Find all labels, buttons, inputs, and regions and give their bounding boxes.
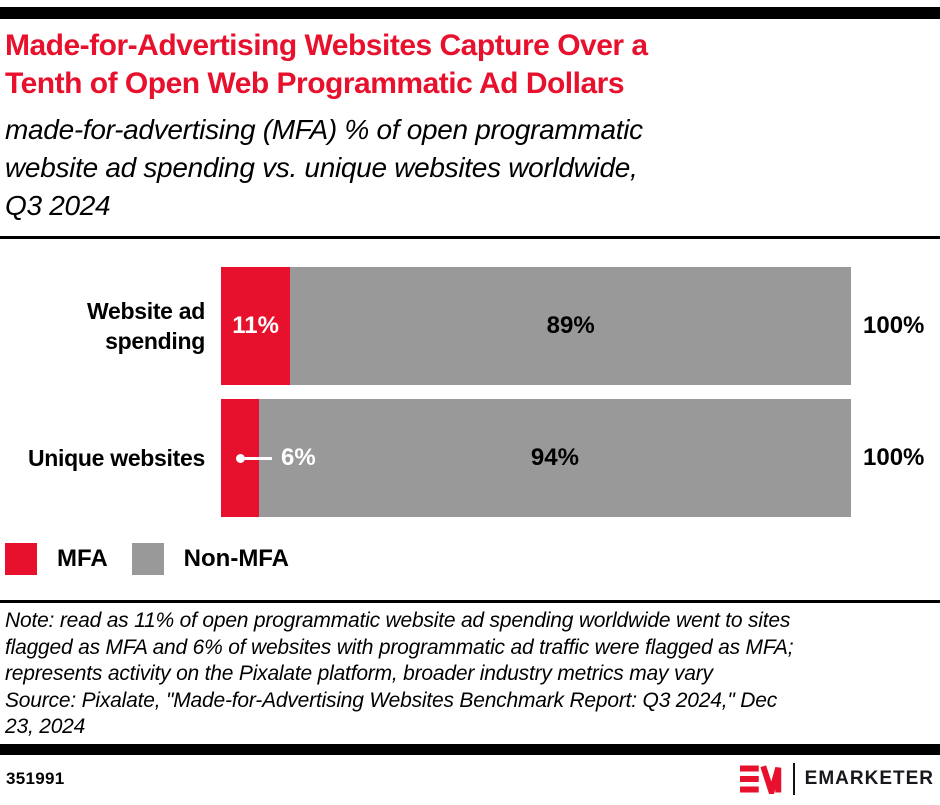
chart-subtitle-line: made-for-advertising (MFA) % of open pro… <box>5 114 643 145</box>
header-divider <box>0 236 940 239</box>
emarketer-brandmark: EMARKETER <box>739 762 934 795</box>
legend-item-nonmfa: Non-MFA <box>131 543 289 575</box>
bottom-rule-bar <box>0 743 940 755</box>
stacked-bar-chart: Website ad spending 11% 89% 100% Unique … <box>0 267 940 517</box>
bar-segment-mfa: 11% <box>221 267 291 385</box>
row-label: Website ad spending <box>0 267 205 385</box>
chart-title-line: Made-for-Advertising Websites Capture Ov… <box>5 29 648 62</box>
legend-swatch-mfa <box>5 543 37 575</box>
bar-segment-nonmfa: 94% <box>258 399 851 517</box>
chart-id: 351991 <box>6 768 65 788</box>
note-divider <box>0 600 940 603</box>
bar-segment-nonmfa: 89% <box>290 267 851 385</box>
footnote-line: Source: Pixalate, "Made-for-Advertising … <box>5 688 777 712</box>
chart-subtitle-line: website ad spending vs. unique websites … <box>5 152 638 183</box>
footnote-line: represents activity on the Pixalate plat… <box>5 662 713 685</box>
segment-value-label: 11% <box>232 312 279 339</box>
logo-divider <box>792 762 795 795</box>
footnote-line: 23, 2024 <box>5 715 86 738</box>
callout-line <box>245 456 272 460</box>
legend: MFA Non-MFA <box>5 543 940 575</box>
emarketer-logo-icon <box>739 764 781 794</box>
chart-title-line: Tenth of Open Web Programmatic Ad Dollar… <box>5 67 625 100</box>
footnote-line: flagged as MFA and 6% of websites with p… <box>5 635 794 659</box>
row-total-label: 100% <box>863 444 925 471</box>
row-total-label: 100% <box>863 312 925 339</box>
top-rule-bar <box>0 7 940 19</box>
chart-subtitle: made-for-advertising (MFA) % of open pro… <box>5 111 935 225</box>
callout-dot-icon <box>236 453 245 463</box>
segment-value-label: 6% <box>281 444 316 471</box>
footnote-line: Note: read as 11% of open programmatic w… <box>5 609 791 632</box>
bar-track: 11% 89% <box>221 267 851 385</box>
row-label: Unique websites <box>0 399 205 517</box>
footer: 351991 EMARKETER <box>0 762 940 795</box>
bar-track: 94% 6% <box>221 399 851 517</box>
legend-label: Non-MFA <box>183 545 289 572</box>
chart-row-unique-websites: Unique websites 94% 6% 100% <box>0 399 940 517</box>
legend-item-mfa: MFA <box>5 543 108 575</box>
brand-wordmark: EMARKETER <box>804 767 934 789</box>
segment-value-label: 89% <box>546 312 595 339</box>
row-label-line: Website ad <box>87 298 205 324</box>
segment-value-label: 94% <box>530 444 579 471</box>
chart-subtitle-line: Q3 2024 <box>5 190 111 221</box>
row-label-line: Unique websites <box>28 445 205 471</box>
chart-row-website-ad-spending: Website ad spending 11% 89% 100% <box>0 267 940 385</box>
chart-title: Made-for-Advertising Websites Capture Ov… <box>5 27 935 103</box>
footnote: Note: read as 11% of open programmatic w… <box>5 608 935 741</box>
legend-label: MFA <box>57 545 108 572</box>
mfa-value-callout: 6% <box>236 444 316 472</box>
legend-swatch-nonmfa <box>131 543 164 575</box>
row-label-line: spending <box>105 328 205 354</box>
